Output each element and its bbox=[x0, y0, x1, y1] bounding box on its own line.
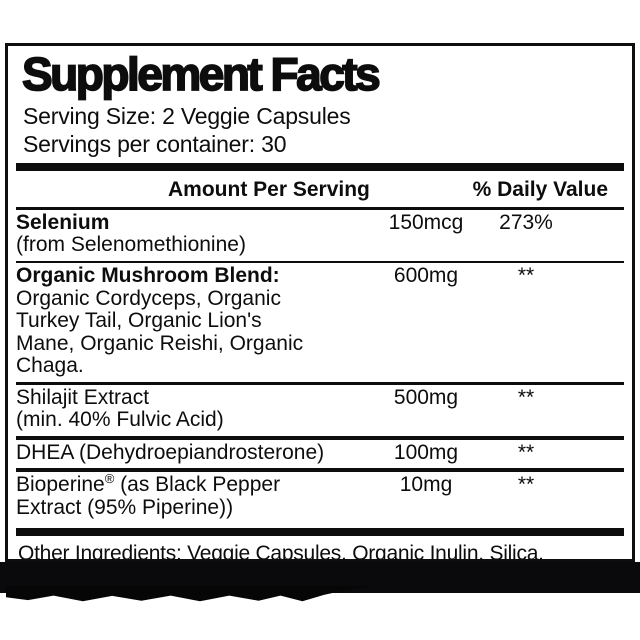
registered-trademark-symbol: ® bbox=[104, 471, 115, 487]
ingredient-name-cell: DHEA (Dehydroepiandrosterone) bbox=[16, 440, 370, 465]
servings-per-container: Servings per container: 30 bbox=[23, 130, 287, 157]
cropped-footnote-remnant bbox=[6, 586, 372, 602]
ingredient-row-shilajit: Shilajit Extract (min. 40% Fulvic Acid) … bbox=[16, 385, 624, 436]
divider-row bbox=[16, 435, 624, 440]
divider-row bbox=[16, 468, 624, 473]
ingredient-name-text: Bioperine bbox=[16, 473, 105, 497]
ingredient-name: DHEA (Dehydroepiandrosterone) bbox=[16, 440, 325, 464]
ingredient-name-cell: Shilajit Extract (min. 40% Fulvic Acid) bbox=[16, 385, 370, 432]
divider-thick-bottom bbox=[16, 528, 624, 537]
ingredient-amount: 150mcg bbox=[388, 210, 464, 234]
ingredient-name: Selenium bbox=[16, 210, 110, 234]
ingredient-name-cell: Organic Mushroom Blend: Organic Cordycep… bbox=[16, 265, 370, 378]
ingredient-row-selenium: Selenium (from Selenomethionine) 150mcg … bbox=[16, 210, 624, 261]
divider-header bbox=[16, 206, 624, 210]
ingredient-daily-value: 273% bbox=[499, 210, 553, 234]
column-header-amount-per-serving: Amount Per Serving bbox=[168, 177, 370, 201]
divider-row bbox=[16, 381, 624, 385]
ingredient-source: (min. 40% Fulvic Acid) bbox=[16, 408, 224, 432]
ingredient-name: Organic Mushroom Blend: bbox=[16, 264, 280, 288]
ingredient-amount: 500mg bbox=[393, 385, 459, 409]
ingredient-daily-value: ** bbox=[517, 473, 535, 497]
ingredient-daily-value: ** bbox=[517, 440, 535, 464]
divider-thick-top bbox=[16, 162, 624, 171]
ingredient-source: (from Selenomethionine) bbox=[16, 233, 246, 257]
column-header-daily-value: % Daily Value bbox=[472, 177, 608, 201]
ingredient-amount: 10mg bbox=[399, 473, 453, 497]
ingredient-name: Bioperine® (as Black Pepper Extract (95%… bbox=[16, 471, 328, 519]
ingredient-row-dhea: DHEA (Dehydroepiandrosterone) 100mg ** bbox=[16, 440, 624, 469]
panel-title: Supplement Facts bbox=[21, 48, 381, 101]
ingredient-daily-value: ** bbox=[517, 264, 535, 288]
ingredient-row-bioperine: Bioperine® (as Black Pepper Extract (95%… bbox=[16, 472, 624, 523]
ingredient-name-cell: Bioperine® (as Black Pepper Extract (95%… bbox=[16, 471, 370, 519]
ingredient-name-cell: Selenium (from Selenomethionine) bbox=[16, 210, 370, 257]
ingredient-daily-value: ** bbox=[517, 385, 535, 409]
serving-size: Serving Size: 2 Veggie Capsules bbox=[23, 102, 351, 129]
supplement-facts-panel: Supplement Facts Serving Size: 2 Veggie … bbox=[5, 43, 635, 562]
ingredient-amount: 600mg bbox=[393, 264, 459, 288]
ingredient-row-mushroom-blend: Organic Mushroom Blend: Organic Cordycep… bbox=[16, 263, 624, 382]
blend-components: Organic Cordyceps, Organic Turkey Tail, … bbox=[16, 286, 304, 378]
ingredient-name: Shilajit Extract bbox=[16, 385, 150, 409]
ingredient-name-suffix: (as Black Pepper Extract (95% Piperine)) bbox=[16, 473, 281, 519]
table-header-row: Amount Per Serving % Daily Value bbox=[16, 171, 624, 207]
divider-row bbox=[16, 260, 624, 264]
ingredient-amount: 100mg bbox=[393, 440, 459, 464]
other-ingredients: Other Ingredients: Veggie Capsules, Orga… bbox=[18, 542, 544, 562]
